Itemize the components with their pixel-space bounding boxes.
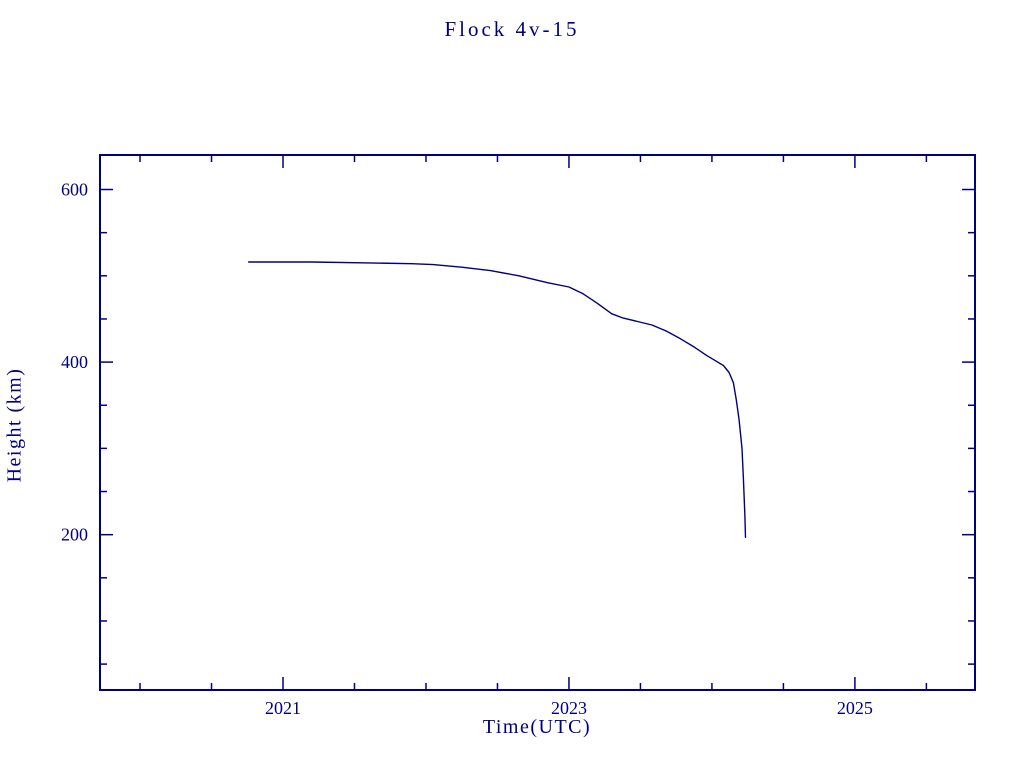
plot-border: [99, 154, 976, 691]
x-tick-label: 2025: [837, 698, 873, 718]
decay-curve: [247, 261, 747, 538]
x-tick-label: 2021: [265, 698, 301, 718]
y-tick-label: 600: [61, 180, 88, 200]
x-axis-label: Time(UTC): [482, 716, 592, 738]
chart-title: Flock 4v-15: [444, 17, 580, 41]
y-tick-label: 200: [61, 525, 88, 545]
y-tick-label: 400: [61, 352, 88, 372]
x-tick-label: 2023: [551, 698, 587, 718]
